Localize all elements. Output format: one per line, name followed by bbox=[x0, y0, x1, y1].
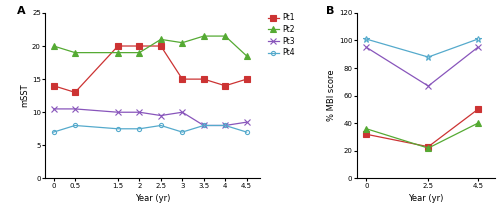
Y-axis label: % MBI score: % MBI score bbox=[327, 70, 336, 121]
Text: A: A bbox=[17, 6, 25, 16]
Text: B: B bbox=[326, 6, 334, 16]
Y-axis label: mSST: mSST bbox=[20, 84, 29, 108]
X-axis label: Year (yr): Year (yr) bbox=[408, 194, 444, 203]
Legend: Pt1, Pt2, Pt3, Pt4: Pt1, Pt2, Pt3, Pt4 bbox=[268, 13, 295, 57]
X-axis label: Year (yr): Year (yr) bbox=[134, 194, 170, 203]
